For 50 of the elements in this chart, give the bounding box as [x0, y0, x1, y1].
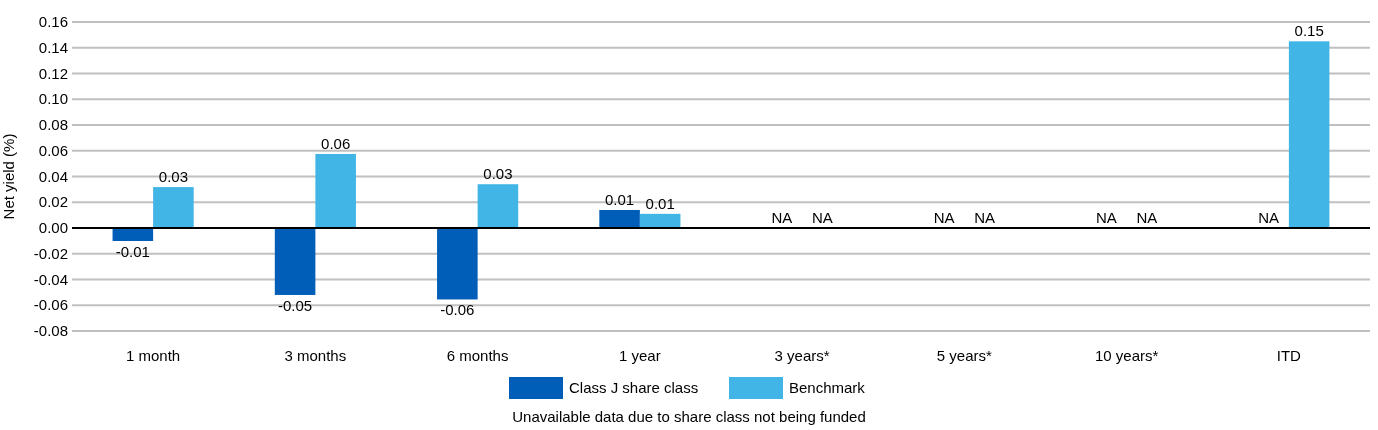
data-label: 0.15 — [1294, 22, 1324, 40]
x-tick-label: 3 years* — [774, 347, 830, 364]
y-axis-title: Net yield (%) — [0, 133, 17, 220]
x-tick-label: 5 years* — [936, 347, 993, 364]
x-tick-label: 1 month — [126, 347, 181, 364]
y-tick-label: 0.02 — [38, 193, 68, 211]
x-tick-label: 3 months — [284, 347, 347, 364]
bar — [437, 228, 478, 300]
legend-label: Class J share class — [569, 379, 699, 396]
y-tick-label: 0.16 — [38, 13, 68, 30]
data-label: -0.06 — [440, 301, 475, 319]
text: NA — [771, 209, 793, 226]
bar — [639, 213, 681, 228]
x-tick-label: ITD — [1276, 347, 1302, 364]
y-tick-label: 0.00 — [38, 219, 68, 236]
bar — [477, 184, 519, 228]
text: NA — [1258, 209, 1280, 226]
text: NA — [1095, 209, 1117, 226]
x-tick-label: 10 years* — [1094, 347, 1159, 364]
y-tick-label: 0.04 — [38, 167, 68, 185]
y-tick-label: 0.12 — [38, 64, 68, 82]
data-label: 0.03 — [158, 168, 189, 186]
bar — [153, 187, 194, 228]
bar — [274, 228, 316, 295]
legend-label: Benchmark — [789, 379, 866, 396]
y-tick-label: -0.08 — [33, 322, 68, 339]
data-label: -0.01 — [115, 243, 150, 260]
data-label: -0.05 — [277, 296, 313, 314]
data-label: 0.01 — [645, 194, 675, 212]
text: NA — [1136, 209, 1158, 226]
bar — [599, 209, 640, 228]
x-tick-label: 1 year — [619, 347, 661, 364]
text: Unavailable data due to share class not being funded — [512, 408, 866, 425]
y-tick-label: 0.08 — [38, 116, 68, 133]
data-label: 0.06 — [321, 134, 351, 152]
bar — [112, 228, 154, 241]
y-tick-label: -0.06 — [33, 296, 68, 314]
text: NA — [974, 209, 996, 226]
y-tick-label: -0.04 — [33, 270, 68, 288]
y-tick-label: 0.14 — [38, 38, 68, 56]
x-tick-label: 6 months — [446, 347, 509, 364]
bar — [315, 153, 356, 228]
y-tick-label: 0.10 — [38, 90, 68, 108]
y-tick-label: -0.02 — [33, 244, 68, 262]
bar — [1288, 41, 1330, 228]
text: NA — [811, 209, 833, 226]
data-label: 0.01 — [604, 190, 635, 208]
text: NA — [933, 209, 955, 226]
data-label: 0.03 — [483, 165, 513, 183]
y-tick-label: 0.06 — [38, 141, 68, 159]
